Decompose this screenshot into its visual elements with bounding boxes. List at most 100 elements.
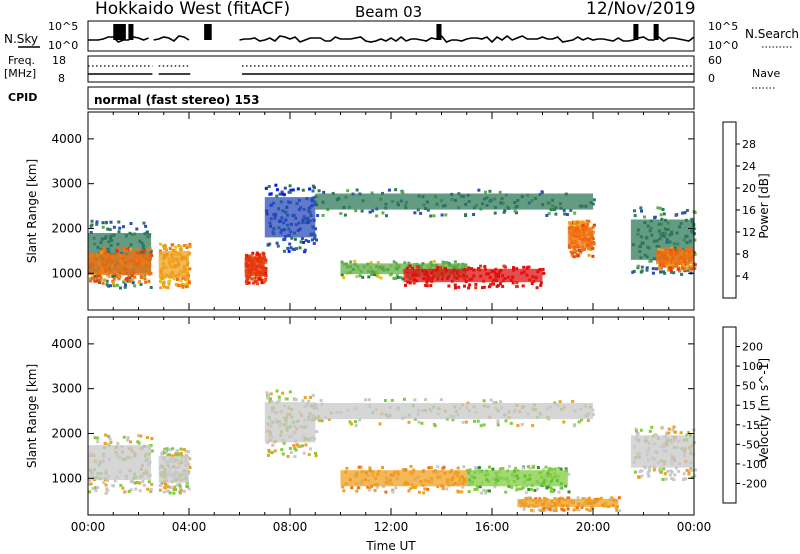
data-cell (367, 275, 371, 279)
data-cell (445, 487, 449, 491)
data-cell (309, 395, 312, 399)
data-cell (266, 243, 270, 247)
data-cell (174, 245, 178, 249)
data-cell (109, 440, 113, 444)
data-cell (172, 487, 176, 491)
data-band (88, 253, 152, 276)
data-cell (496, 283, 500, 287)
data-cell (658, 264, 662, 268)
data-cell (175, 483, 179, 487)
data-cell (379, 276, 383, 280)
data-cell (453, 283, 457, 287)
data-cell (308, 187, 312, 191)
data-cell (139, 434, 143, 438)
data-cell (511, 281, 515, 285)
data-cell (266, 453, 270, 457)
data-cell (580, 505, 584, 509)
x-tick-label: 20:00 (576, 520, 611, 534)
data-cell (659, 467, 663, 471)
data-cell (426, 487, 430, 491)
data-cell (314, 451, 317, 455)
data-cell (586, 419, 590, 422)
data-cell (650, 425, 654, 429)
data-cell (90, 219, 94, 223)
data-cell (136, 440, 140, 444)
x-tick-label: 04:00 (172, 520, 207, 534)
data-cell (281, 192, 285, 196)
data-cell (359, 465, 363, 469)
data-cell (488, 465, 491, 469)
data-cell (290, 236, 294, 240)
data-cell (105, 283, 109, 287)
data-cell (367, 398, 371, 402)
data-cell (135, 227, 139, 231)
data-cell (420, 421, 424, 425)
data-cell (178, 482, 182, 486)
data-cell (285, 397, 289, 401)
x-tick-label: 16:00 (475, 520, 510, 534)
data-cell (108, 228, 112, 232)
data-cell (145, 436, 149, 440)
data-cell (436, 465, 440, 469)
data-cell (179, 451, 183, 455)
data-cell (165, 483, 169, 487)
data-cell (165, 248, 168, 252)
power-colorbar: 4 8 12 16 20 24 28 (722, 121, 756, 299)
data-cell (590, 507, 594, 511)
data-cell (184, 449, 188, 453)
data-cell (479, 264, 483, 268)
colorbar-frame (722, 121, 737, 299)
data-cell (291, 247, 295, 251)
colorbar-tick-label: 24 (742, 160, 756, 173)
data-cell (498, 467, 502, 471)
y-tick-label: 4000 (51, 337, 82, 351)
data-cell (264, 186, 268, 190)
data-cell (103, 250, 107, 253)
data-cell (658, 206, 662, 210)
velocity-x-axis: 00:00 04:00 08:00 12:00 16:00 20:00 00:00 (71, 317, 711, 534)
data-cell (95, 277, 99, 281)
data-cell (684, 477, 688, 481)
data-cell (682, 268, 686, 271)
data-cell (483, 265, 487, 269)
data-cell (568, 221, 571, 225)
data-cell (293, 248, 297, 251)
y-tick-label: 2000 (51, 221, 82, 235)
data-cell (651, 271, 655, 275)
data-cell (531, 424, 535, 428)
data-cell (270, 451, 274, 455)
data-cell (177, 284, 181, 288)
data-cell (383, 399, 387, 402)
data-cell (468, 283, 472, 287)
data-cell (683, 211, 687, 215)
data-cell (116, 275, 119, 279)
nsky-spike (128, 24, 134, 40)
data-cell (456, 466, 460, 470)
data-cell (409, 464, 413, 468)
data-cell (355, 188, 359, 192)
data-cell (531, 509, 535, 513)
data-cell (512, 266, 515, 270)
data-cell (514, 211, 518, 215)
data-cell (340, 273, 344, 277)
data-cell (424, 283, 428, 287)
data-cell (293, 447, 297, 450)
data-cell (368, 210, 372, 214)
data-cell (277, 395, 281, 399)
data-cell (283, 249, 286, 253)
data-cell (163, 451, 166, 455)
data-cell (112, 281, 115, 285)
freq-tick-bottom: 8 (58, 72, 65, 85)
data-cell (636, 264, 640, 268)
data-cell (663, 248, 667, 252)
data-cell (408, 264, 412, 268)
nsky-tick-bottom: 10^0 (48, 39, 78, 52)
y-tick-label: 2000 (51, 426, 82, 440)
velocity-y-label: Slant Range [km] (25, 364, 39, 468)
data-cell (101, 281, 105, 285)
data-cell (175, 449, 179, 453)
data-cell (274, 183, 278, 187)
data-cell (181, 276, 185, 280)
data-cell (682, 472, 686, 476)
data-cell (670, 477, 674, 481)
